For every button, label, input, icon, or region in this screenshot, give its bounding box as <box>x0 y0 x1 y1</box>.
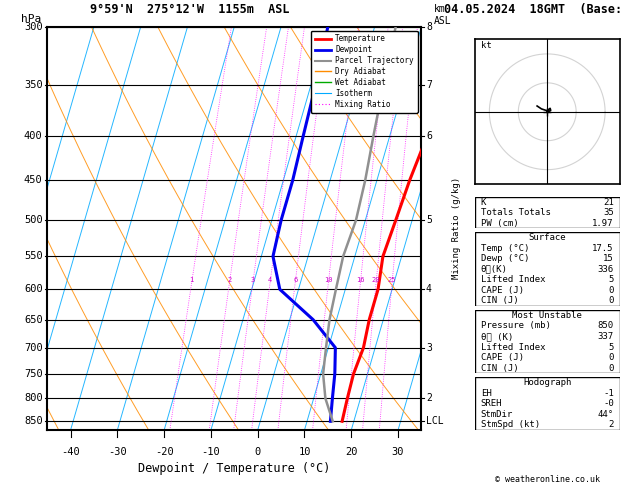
Text: EH: EH <box>481 389 491 398</box>
Text: Dewpoint / Temperature (°C): Dewpoint / Temperature (°C) <box>138 462 330 475</box>
Text: 1: 1 <box>189 277 194 283</box>
Text: Temp (°C): Temp (°C) <box>481 243 529 253</box>
Text: 30: 30 <box>392 447 404 457</box>
Text: Most Unstable: Most Unstable <box>512 311 582 320</box>
Text: 9°59'N  275°12'W  1155m  ASL: 9°59'N 275°12'W 1155m ASL <box>90 3 289 16</box>
Text: 2: 2 <box>426 393 431 403</box>
Text: SREH: SREH <box>481 399 502 408</box>
Text: StmDir: StmDir <box>481 410 513 419</box>
Text: CIN (J): CIN (J) <box>481 296 518 306</box>
Text: 44°: 44° <box>598 410 614 419</box>
Text: 20: 20 <box>372 277 381 283</box>
Text: 500: 500 <box>24 215 43 226</box>
Text: 0: 0 <box>608 296 614 306</box>
Text: 0: 0 <box>608 364 614 373</box>
Text: 4: 4 <box>268 277 272 283</box>
Text: km
ASL: km ASL <box>434 4 452 26</box>
Text: Totals Totals: Totals Totals <box>481 208 550 217</box>
Text: 10: 10 <box>298 447 311 457</box>
Text: -10: -10 <box>201 447 220 457</box>
Text: 8: 8 <box>426 22 431 32</box>
Text: 400: 400 <box>24 131 43 141</box>
Text: 600: 600 <box>24 284 43 295</box>
Text: 0: 0 <box>255 447 261 457</box>
Text: 10: 10 <box>324 277 333 283</box>
Text: 5: 5 <box>608 276 614 284</box>
Text: -20: -20 <box>155 447 174 457</box>
Text: 5: 5 <box>426 215 431 226</box>
Text: 337: 337 <box>598 332 614 341</box>
Text: 800: 800 <box>24 393 43 403</box>
Text: CAPE (J): CAPE (J) <box>481 353 524 362</box>
Text: Lifted Index: Lifted Index <box>481 343 545 351</box>
Text: 04.05.2024  18GMT  (Base: 12): 04.05.2024 18GMT (Base: 12) <box>444 3 629 16</box>
Text: -1: -1 <box>603 389 614 398</box>
Text: 700: 700 <box>24 343 43 353</box>
Text: StmSpd (kt): StmSpd (kt) <box>481 420 540 429</box>
Text: 2: 2 <box>227 277 231 283</box>
Text: PW (cm): PW (cm) <box>481 219 518 228</box>
Text: 550: 550 <box>24 251 43 261</box>
Text: Mixing Ratio (g/kg): Mixing Ratio (g/kg) <box>452 177 460 279</box>
Text: 850: 850 <box>598 321 614 330</box>
Text: 35: 35 <box>603 208 614 217</box>
Text: hPa: hPa <box>21 14 41 24</box>
Text: 350: 350 <box>24 80 43 90</box>
Text: 2: 2 <box>608 420 614 429</box>
Text: Dewp (°C): Dewp (°C) <box>481 254 529 263</box>
Text: CAPE (J): CAPE (J) <box>481 286 524 295</box>
Text: -0: -0 <box>603 399 614 408</box>
Text: 450: 450 <box>24 175 43 185</box>
Text: kt: kt <box>481 41 491 50</box>
Text: 1.97: 1.97 <box>593 219 614 228</box>
Text: CIN (J): CIN (J) <box>481 364 518 373</box>
Text: 17.5: 17.5 <box>593 243 614 253</box>
Text: 20: 20 <box>345 447 357 457</box>
Text: 336: 336 <box>598 265 614 274</box>
Text: 16: 16 <box>356 277 365 283</box>
Text: Hodograph: Hodograph <box>523 378 571 387</box>
Text: LCL: LCL <box>426 417 443 426</box>
Text: 4: 4 <box>426 284 431 295</box>
Text: Surface: Surface <box>528 233 566 242</box>
Text: 0: 0 <box>608 286 614 295</box>
Text: -40: -40 <box>61 447 80 457</box>
Text: 21: 21 <box>603 198 614 207</box>
Text: 650: 650 <box>24 314 43 325</box>
Text: K: K <box>481 198 486 207</box>
Text: 25: 25 <box>388 277 396 283</box>
Text: 750: 750 <box>24 369 43 379</box>
Legend: Temperature, Dewpoint, Parcel Trajectory, Dry Adiabat, Wet Adiabat, Isotherm, Mi: Temperature, Dewpoint, Parcel Trajectory… <box>311 31 418 113</box>
Text: θᴇ (K): θᴇ (K) <box>481 332 513 341</box>
Text: 850: 850 <box>24 417 43 426</box>
Text: © weatheronline.co.uk: © weatheronline.co.uk <box>495 474 599 484</box>
Text: -30: -30 <box>108 447 126 457</box>
Text: 0: 0 <box>608 353 614 362</box>
Text: Pressure (mb): Pressure (mb) <box>481 321 550 330</box>
Text: 5: 5 <box>608 343 614 351</box>
Text: Lifted Index: Lifted Index <box>481 276 545 284</box>
Text: 7: 7 <box>426 80 431 90</box>
Text: 300: 300 <box>24 22 43 32</box>
Text: θᴇ(K): θᴇ(K) <box>481 265 508 274</box>
Text: 3: 3 <box>426 343 431 353</box>
Text: 6: 6 <box>293 277 298 283</box>
Text: 15: 15 <box>603 254 614 263</box>
Text: 6: 6 <box>426 131 431 141</box>
Text: 3: 3 <box>251 277 255 283</box>
